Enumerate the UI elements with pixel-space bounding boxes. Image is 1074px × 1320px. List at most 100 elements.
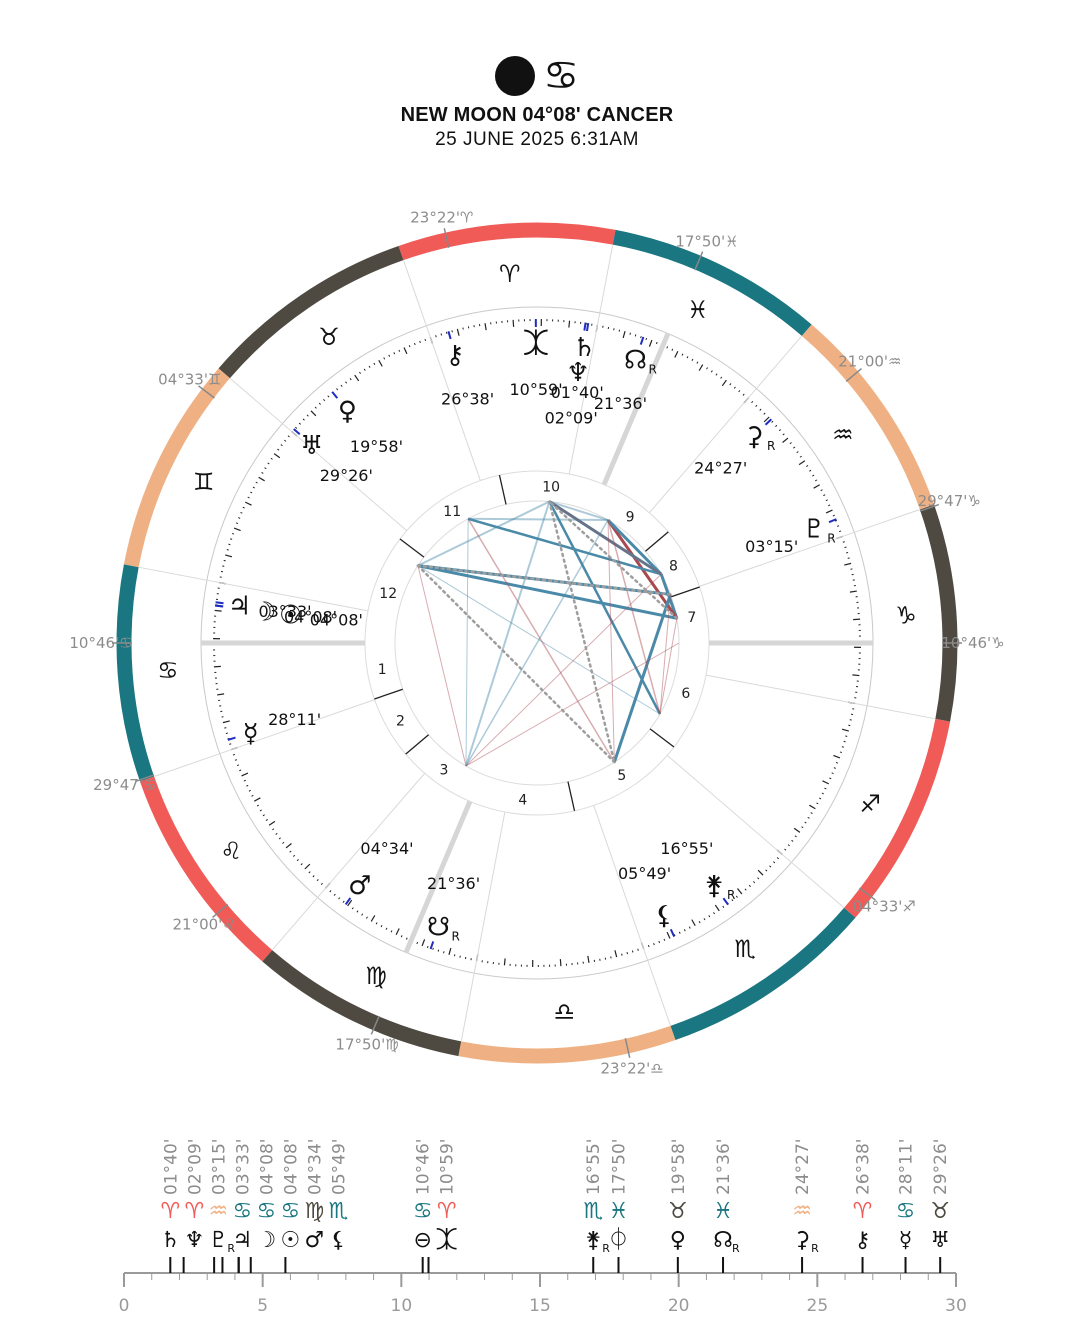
degree-tick — [782, 433, 785, 436]
planet-position-marker — [722, 897, 729, 906]
degree-tick — [737, 888, 743, 895]
timeline-sign-glyph: ♈ — [853, 1199, 873, 1224]
planet-glyph-lilith: ⚸ — [654, 901, 673, 931]
degree-tick — [250, 491, 253, 494]
sign-glyph: ♌ — [220, 837, 242, 865]
degree-tick — [622, 331, 626, 339]
sign-glyph: ♓ — [687, 296, 709, 324]
aspect-line — [548, 500, 662, 715]
degree-tick — [843, 740, 846, 743]
degree-tick — [784, 848, 787, 851]
timeline-planet-glyph: ⏀ — [607, 1227, 629, 1253]
timeline-planet-glyph: ⚸ — [330, 1228, 346, 1253]
timeline-sign-glyph: ♒ — [792, 1199, 812, 1224]
degree-tick — [345, 381, 348, 384]
cusp-marker — [694, 251, 704, 271]
degree-tick — [314, 406, 317, 409]
cusp-marker — [443, 228, 450, 248]
planet-glyph-venus: ♀ — [338, 397, 357, 427]
degree-tick — [403, 347, 408, 355]
aspect-line — [417, 564, 678, 620]
timeline-tick-label: 15 — [529, 1296, 551, 1316]
degree-tick — [306, 414, 309, 417]
aspect-line — [417, 500, 550, 567]
degree-tick — [252, 486, 255, 489]
aspect-line — [548, 500, 679, 620]
planet-degree-label: 02°09' — [545, 409, 598, 428]
timeline-degree-label: 24°27' — [793, 1139, 813, 1195]
degree-tick — [234, 759, 238, 761]
degree-tick — [816, 802, 819, 805]
degree-tick — [629, 332, 631, 335]
aspect-line — [659, 594, 671, 715]
aspect-circle — [394, 500, 680, 786]
cusp-marker — [370, 1015, 380, 1035]
degree-tick — [836, 525, 840, 527]
aspect-line — [417, 565, 467, 767]
ring-segment-water — [612, 229, 812, 336]
sign-boundary — [699, 509, 920, 587]
ring-segment-air — [801, 324, 935, 510]
degree-tick — [658, 940, 661, 944]
degree-tick — [347, 899, 353, 907]
planet-degree-label: 04°08' — [310, 611, 363, 630]
timeline-sign-glyph: ♋ — [413, 1199, 433, 1224]
timeline-degree-label: 04°34' — [305, 1139, 325, 1195]
house-cusp-8 — [671, 586, 700, 598]
degree-tick — [229, 743, 232, 745]
page-title: NEW MOON 04°08' CANCER — [400, 104, 674, 126]
degree-tick — [838, 530, 842, 533]
planet-glyph-south-node: ☋ — [427, 912, 450, 942]
degree-tick — [398, 349, 401, 352]
timeline-tick-label: 30 — [945, 1296, 967, 1316]
planet-glyph-sun: ☉ — [279, 600, 302, 630]
degree-tick — [698, 920, 701, 924]
degree-tick — [241, 772, 249, 777]
degree-tick — [681, 353, 684, 356]
degree-tick — [809, 469, 812, 472]
degree-tick — [842, 541, 845, 543]
degree-timeline: 0 5 10 15 20 25 30♄♈01°40'♆♈02°09'♇ R♒03°15'♃♋0… — [119, 1139, 967, 1316]
planet-position-marker — [215, 601, 224, 605]
degree-tick — [614, 950, 618, 958]
timeline-degree-label: 16°55' — [584, 1139, 604, 1195]
degree-tick — [316, 879, 319, 882]
degree-tick — [435, 335, 437, 338]
house-cusp-3 — [405, 734, 430, 755]
degree-tick — [731, 899, 734, 902]
degree-tick — [713, 912, 715, 915]
degree-tick — [789, 442, 792, 445]
timeline-sign-glyph: ♋ — [896, 1199, 916, 1224]
degree-tick — [841, 728, 849, 732]
timeline-sign-glyph: ♓ — [609, 1199, 629, 1224]
timeline-planet-glyph: ♇ — [208, 1228, 228, 1253]
retrograde-marker: R — [649, 363, 657, 377]
aspect-line — [467, 517, 662, 576]
planet-degree-label: 21°36' — [594, 394, 647, 413]
degree-tick — [456, 328, 460, 336]
planet-degree-label: 28°11' — [268, 710, 321, 729]
degree-tick — [388, 354, 391, 357]
degree-tick — [825, 509, 833, 514]
aspect-line — [467, 518, 615, 763]
timeline-degree-label: 04°08' — [281, 1139, 301, 1195]
degree-tick — [568, 320, 571, 328]
degree-tick — [275, 832, 278, 835]
degree-tick — [844, 546, 847, 549]
house-cusp-10 — [601, 332, 671, 486]
degree-tick — [451, 330, 453, 333]
house-cusp-12 — [399, 538, 425, 558]
cusp-degree-label: 21°00'♒ — [838, 352, 901, 370]
timeline-degree-label: 04°08' — [257, 1139, 277, 1195]
phase-glyphs: ♋ — [0, 52, 1074, 98]
degree-tick — [845, 735, 848, 737]
degree-tick — [361, 913, 364, 916]
sign-boundary — [139, 566, 369, 612]
planet-degree-label: 04°34' — [360, 839, 413, 858]
degree-tick — [356, 910, 359, 913]
timeline-tick-label: 10 — [391, 1296, 413, 1316]
planet-glyph-jupiter: ♃ — [228, 591, 251, 621]
planet-position-marker — [429, 941, 435, 950]
new-moon-icon — [495, 56, 536, 96]
timeline-sign-glyph: ♋ — [232, 1199, 252, 1224]
